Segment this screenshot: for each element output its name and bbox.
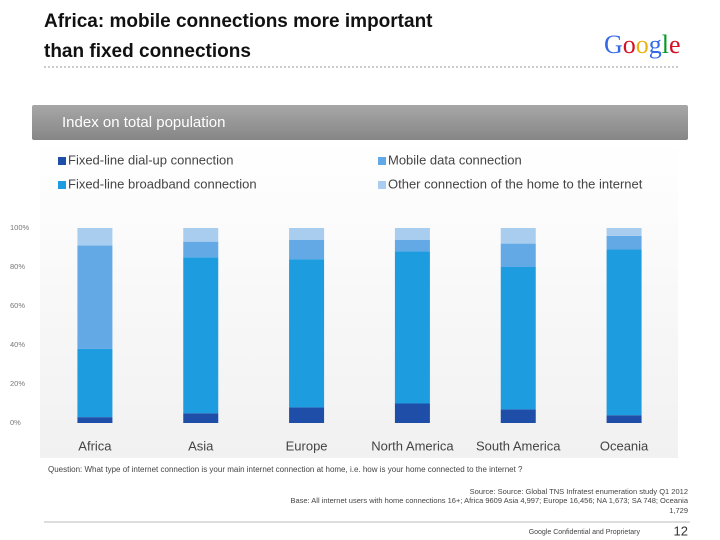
question: Question: What type of internet connecti…	[48, 465, 523, 474]
bar-segment	[394, 239, 430, 252]
bar-segment	[183, 241, 219, 258]
legend-swatch	[58, 157, 66, 165]
bar-segment	[500, 243, 536, 267]
bar-segment	[289, 228, 325, 240]
bar-segment	[606, 228, 642, 236]
y-tick-label: 100%	[10, 223, 30, 232]
source: Source: Source: Global TNS Infratest enu…	[470, 487, 688, 496]
title: Africa: mobile connections more importan…	[44, 11, 433, 32]
base: 1,729	[669, 506, 688, 515]
x-tick-label: North America	[371, 438, 454, 453]
legend-label: Fixed-line dial-up connection	[68, 152, 233, 167]
legend-label: Fixed-line broadband connection	[68, 176, 257, 191]
x-tick-label: Oceania	[600, 438, 649, 453]
y-tick-label: 0%	[10, 418, 21, 427]
x-tick-label: South America	[476, 438, 561, 453]
bar-segment	[183, 413, 219, 423]
title: than fixed connections	[44, 41, 251, 62]
y-tick-label: 60%	[10, 301, 25, 310]
subtitle: Index on total population	[62, 114, 225, 131]
bar-segment	[500, 228, 536, 244]
x-tick-label: Europe	[286, 438, 328, 453]
bar-segment	[77, 245, 113, 349]
page-number: 12	[674, 523, 688, 538]
bar-segment	[394, 251, 430, 404]
subtitle-banner	[32, 105, 688, 140]
bar-segment	[606, 235, 642, 250]
bar-segment	[394, 228, 430, 240]
legend-swatch	[58, 181, 66, 189]
legend-swatch	[378, 181, 386, 189]
legend-swatch	[378, 157, 386, 165]
x-tick-label: Africa	[78, 438, 112, 453]
bar-segment	[77, 348, 113, 418]
bar-segment	[289, 407, 325, 423]
bar-segment	[500, 267, 536, 410]
y-tick-label: 20%	[10, 379, 25, 388]
legend-label: Other connection of the home to the inte…	[388, 176, 643, 191]
x-tick-label: Asia	[188, 438, 214, 453]
base: Base: All internet users with home conne…	[290, 496, 688, 505]
bar-segment	[606, 249, 642, 416]
chart-panel	[40, 140, 678, 458]
bar-segment	[183, 257, 219, 414]
bar-segment	[77, 228, 113, 246]
bar-segment	[77, 417, 113, 423]
legend-label: Mobile data connection	[388, 152, 522, 167]
bar-segment	[183, 228, 219, 242]
bar-segment	[394, 403, 430, 423]
bar-segment	[606, 415, 642, 423]
bar-segment	[289, 259, 325, 408]
bar-segment	[500, 409, 536, 423]
logo: Google	[604, 30, 681, 59]
confidential: Google Confidential and Proprietary	[529, 529, 641, 536]
y-tick-label: 80%	[10, 262, 25, 271]
y-tick-label: 40%	[10, 340, 25, 349]
bar-segment	[289, 239, 325, 260]
